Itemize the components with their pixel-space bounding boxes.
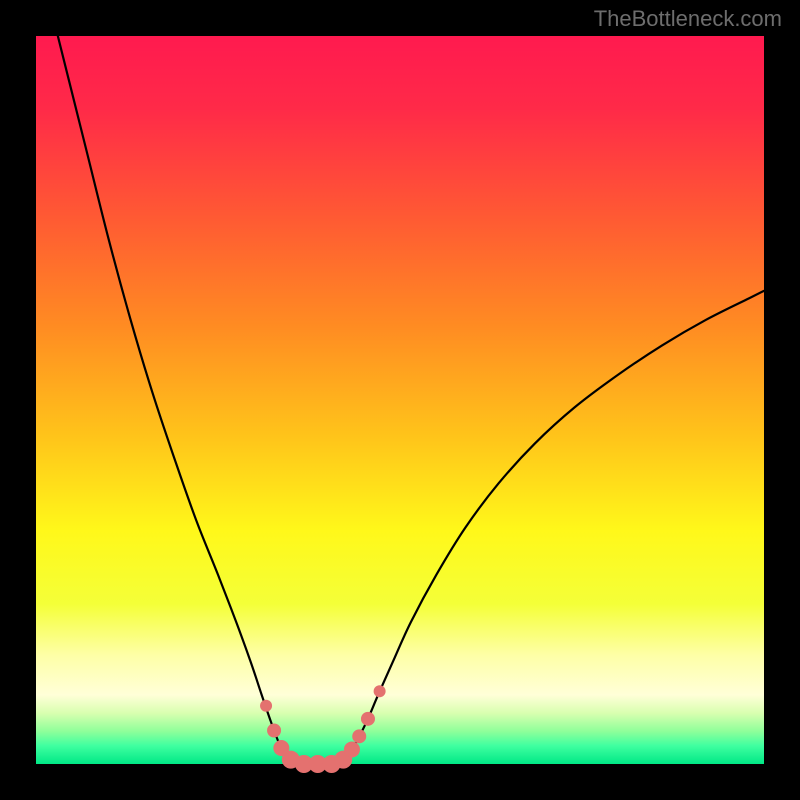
bottleneck-curve bbox=[58, 36, 764, 764]
stage: TheBottleneck.com bbox=[0, 0, 800, 800]
curve-marker bbox=[361, 712, 375, 726]
plot-area bbox=[36, 36, 764, 764]
curve-marker bbox=[374, 685, 386, 697]
curve-layer bbox=[36, 36, 764, 764]
curve-marker bbox=[260, 700, 272, 712]
watermark-text: TheBottleneck.com bbox=[594, 6, 782, 32]
curve-marker bbox=[352, 729, 366, 743]
curve-markers bbox=[260, 685, 386, 773]
curve-marker bbox=[267, 724, 281, 738]
curve-marker bbox=[344, 741, 360, 757]
